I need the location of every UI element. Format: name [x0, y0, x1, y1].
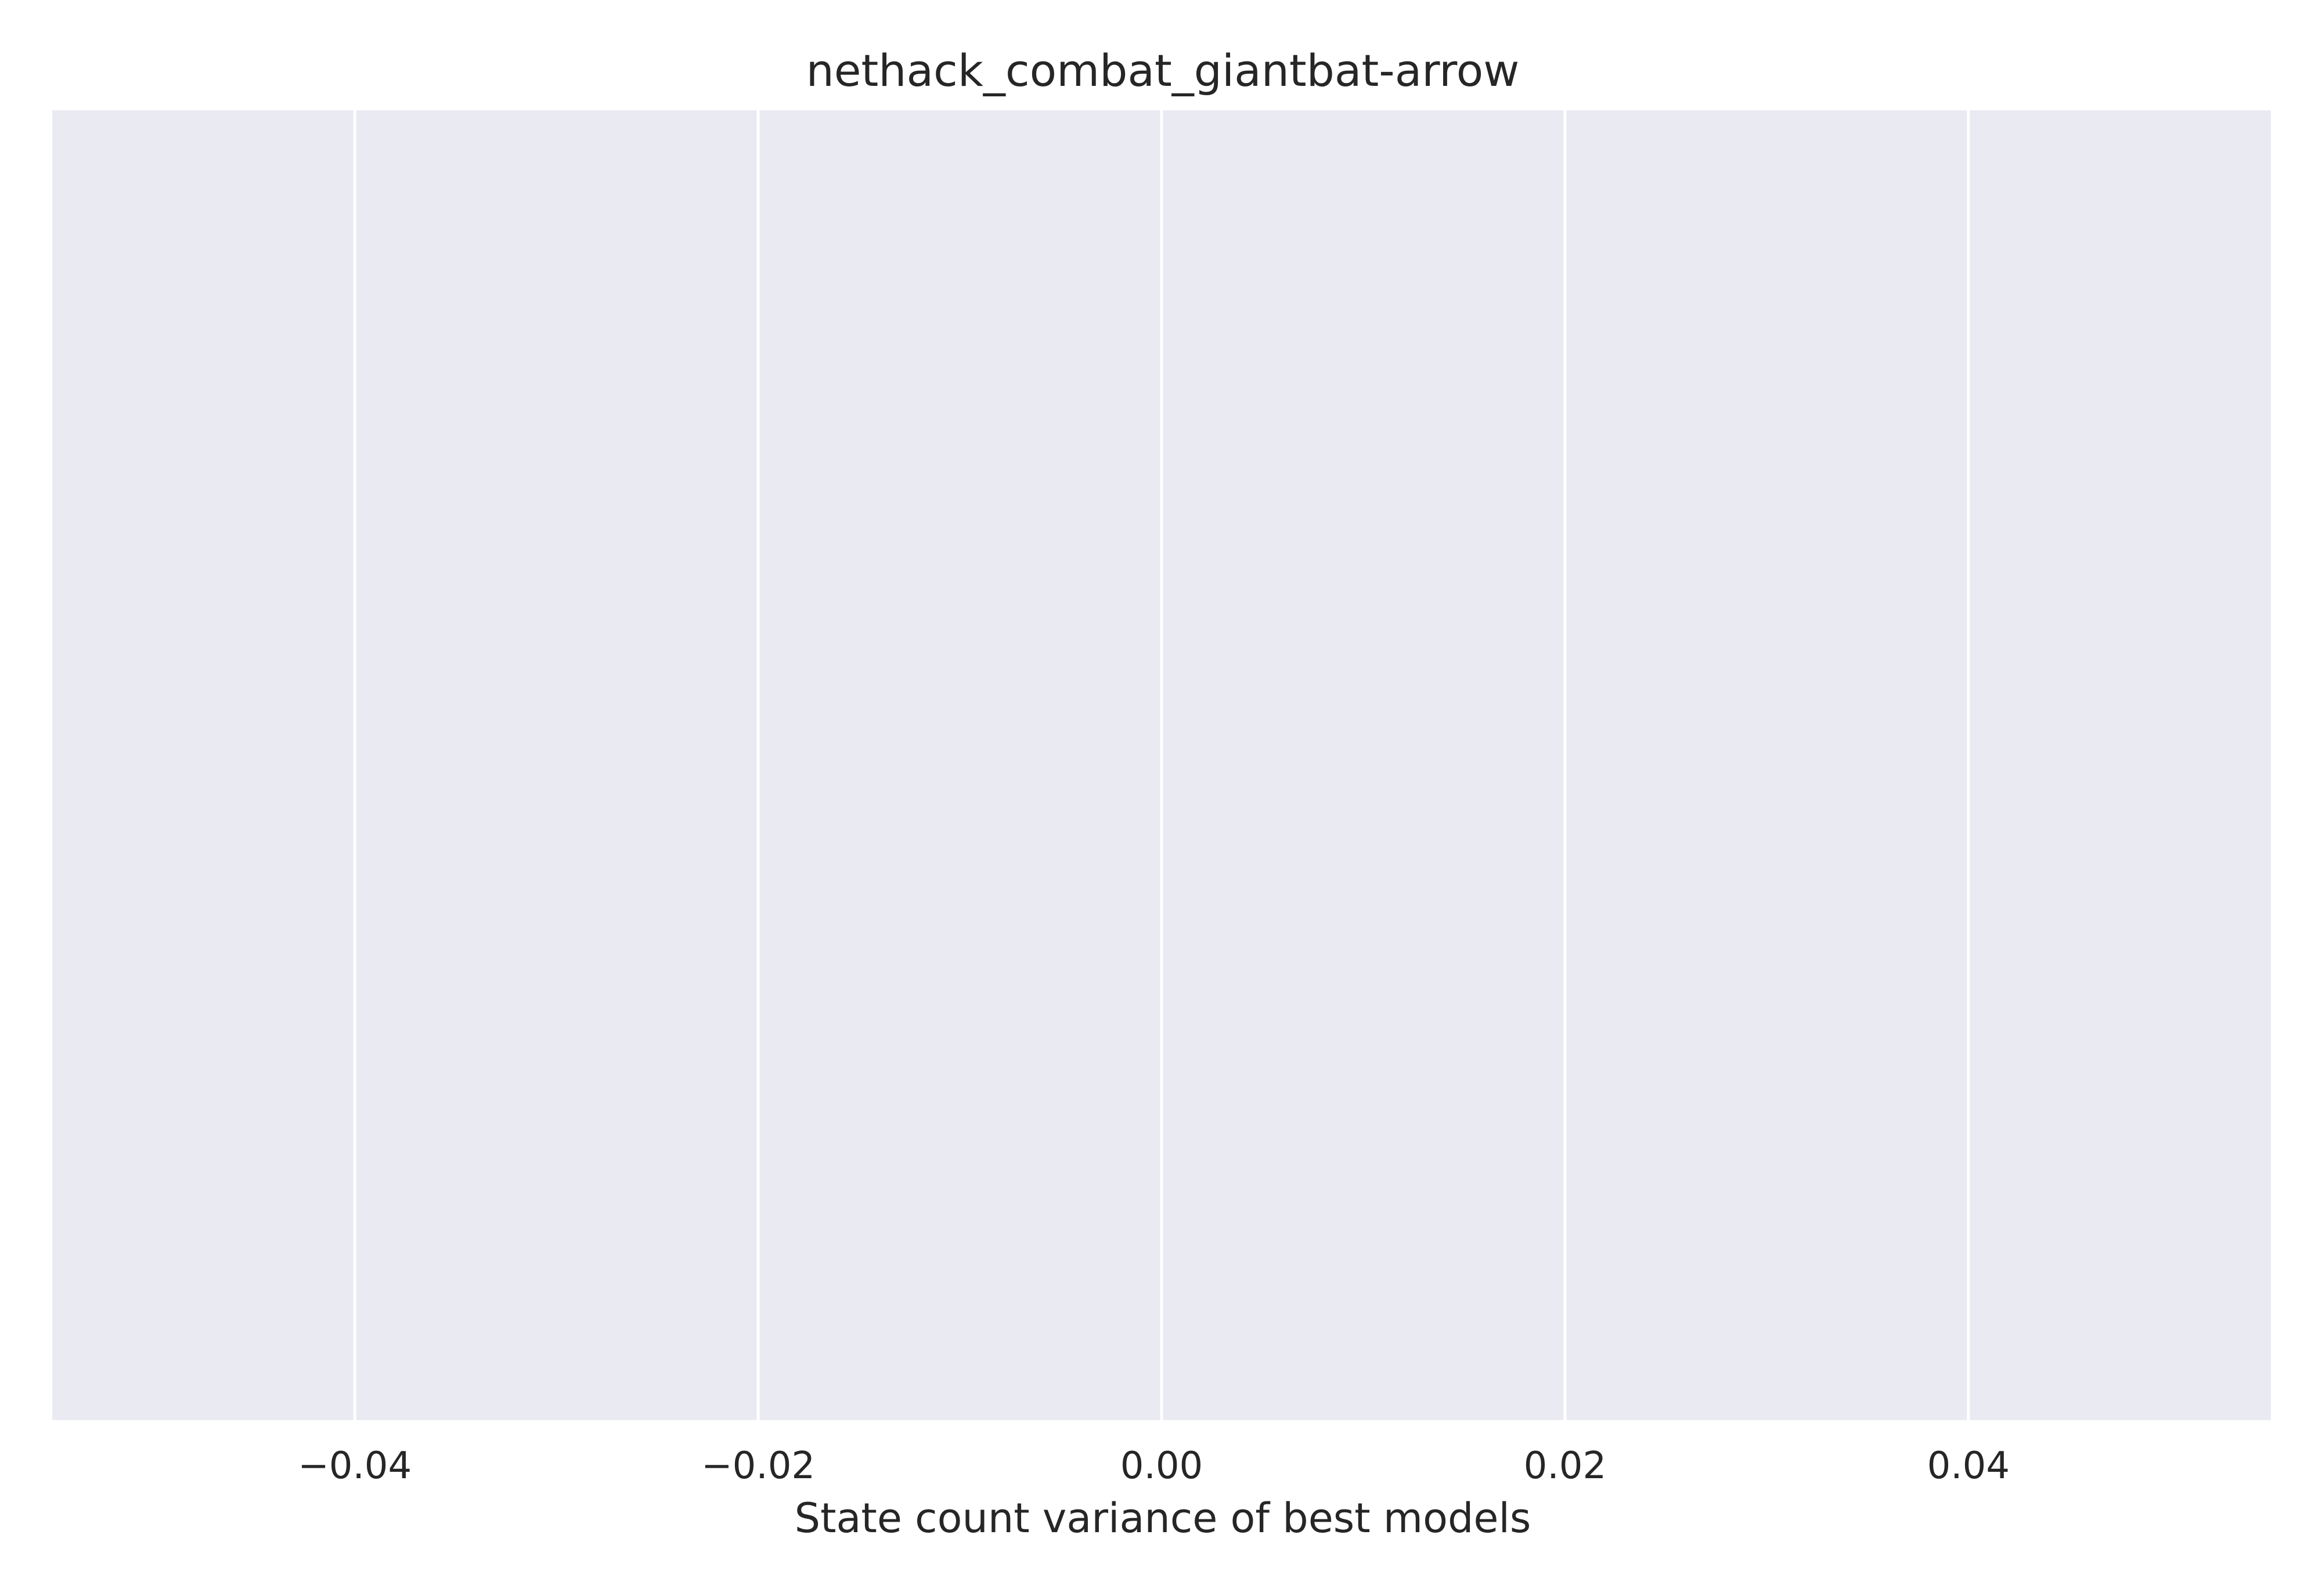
- x-tick-label: 0.04: [1927, 1445, 2010, 1487]
- chart-title: nethack_combat_giantbat-arrow: [806, 45, 1520, 96]
- x-tick-label: −0.02: [701, 1445, 815, 1487]
- x-tick-label: 0.00: [1120, 1445, 1203, 1487]
- x-tick-labels: −0.04 −0.02 0.00 0.02 0.04: [298, 1445, 2010, 1487]
- x-axis-label: State count variance of best models: [795, 1494, 1531, 1542]
- x-tick-label: 0.02: [1524, 1445, 1607, 1487]
- grid-lines: [353, 110, 1970, 1420]
- x-tick-label: −0.04: [298, 1445, 412, 1487]
